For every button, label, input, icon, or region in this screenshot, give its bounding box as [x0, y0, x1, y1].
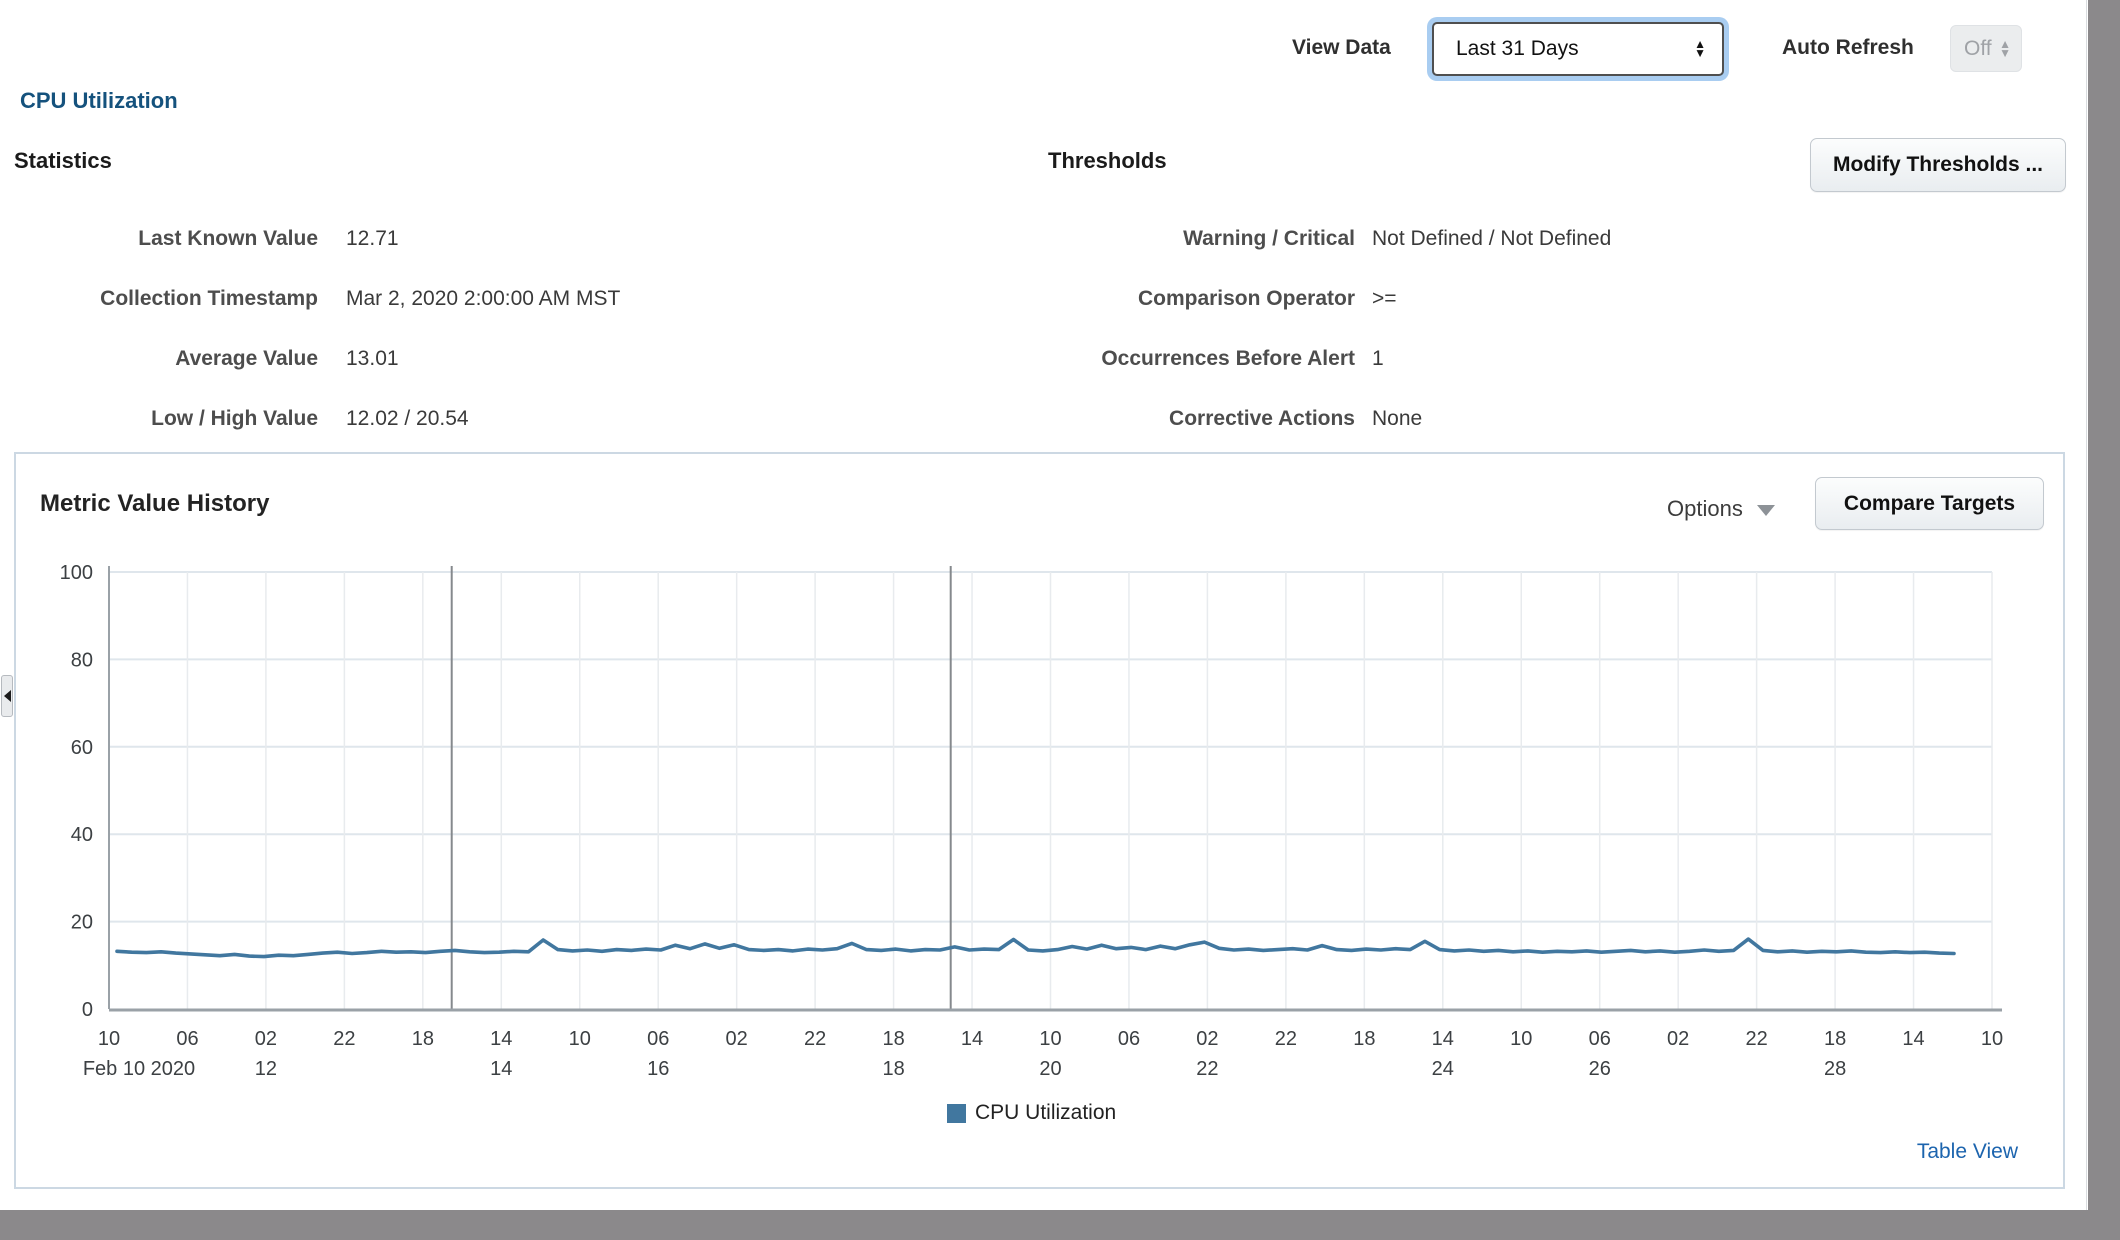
x-date-label: Feb 10 2020 [83, 1058, 195, 1080]
x-hour-label: 06 [1118, 1028, 1140, 1050]
stat-label: Last Known Value [138, 227, 318, 250]
stat-value: 12.02 / 20.54 [346, 407, 469, 430]
view-data-select-value: Last 31 Days [1456, 37, 1579, 60]
compare-targets-button[interactable]: Compare Targets [1815, 477, 2044, 530]
chevron-left-icon [3, 690, 11, 702]
threshold-row-occurrences: Occurrences Before Alert 1 [1048, 344, 1384, 374]
options-dropdown[interactable]: Options [1667, 496, 1775, 522]
stat-value: 13.01 [346, 347, 399, 370]
x-hour-label: 14 [1432, 1028, 1454, 1050]
x-hour-label: 22 [333, 1028, 355, 1050]
threshold-row-comparison-operator: Comparison Operator >= [1048, 284, 1397, 314]
legend-label: CPU Utilization [975, 1101, 1117, 1124]
y-tick-label: 20 [71, 912, 93, 934]
x-hour-label: 10 [98, 1028, 120, 1050]
stat-row-last-known-value: Last Known Value 12.71 [14, 224, 399, 254]
modify-thresholds-button[interactable]: Modify Thresholds ... [1810, 138, 2066, 192]
threshold-label: Occurrences Before Alert [1101, 347, 1355, 370]
metric-value-history-panel: Metric Value History Options Compare Tar… [14, 452, 2065, 1189]
x-hour-label: 02 [255, 1028, 277, 1050]
panel-title: Metric Value History [40, 490, 270, 517]
legend-swatch [947, 1103, 966, 1123]
metric-title-link[interactable]: CPU Utilization [20, 88, 178, 113]
stat-label: Collection Timestamp [100, 287, 318, 310]
x-hour-label: 10 [1981, 1028, 2003, 1050]
x-hour-label: 18 [1353, 1028, 1375, 1050]
stat-row-collection-timestamp: Collection Timestamp Mar 2, 2020 2:00:00… [14, 284, 620, 314]
threshold-label: Corrective Actions [1169, 407, 1355, 430]
x-date-label: 22 [1196, 1058, 1218, 1080]
table-view-link[interactable]: Table View [1916, 1140, 2018, 1163]
x-hour-label: 06 [1589, 1028, 1611, 1050]
x-hour-label: 10 [1510, 1028, 1532, 1050]
chevron-down-icon [1756, 505, 1775, 516]
x-date-label: 26 [1589, 1058, 1611, 1080]
splitter-collapse-handle[interactable] [1, 675, 13, 717]
scrollbar-track-edge [2086, 0, 2087, 1210]
select-arrows-icon: ▲ ▼ [1999, 36, 2011, 60]
chart-legend: CPU Utilization [947, 1101, 1116, 1125]
select-arrows-icon: ▲ ▼ [1694, 37, 1706, 60]
x-hour-label: 22 [1746, 1028, 1768, 1050]
auto-refresh-select-value: Off [1964, 36, 1992, 60]
view-data-select[interactable]: Last 31 Days ▲ ▼ [1432, 22, 1724, 76]
x-hour-label: 14 [961, 1028, 983, 1050]
y-tick-label: 60 [71, 737, 93, 759]
x-date-label: 14 [490, 1058, 512, 1080]
stat-row-low-high-value: Low / High Value 12.02 / 20.54 [14, 404, 469, 434]
x-hour-label: 10 [569, 1028, 591, 1050]
y-tick-label: 100 [60, 562, 93, 584]
x-hour-label: 18 [412, 1028, 434, 1050]
x-hour-label: 14 [490, 1028, 512, 1050]
x-hour-label: 22 [1275, 1028, 1297, 1050]
threshold-label: Comparison Operator [1137, 287, 1355, 310]
x-hour-label: 18 [1824, 1028, 1846, 1050]
x-hour-label: 18 [882, 1028, 904, 1050]
x-hour-label: 22 [804, 1028, 826, 1050]
bottom-bar [0, 1210, 2120, 1240]
series-line [115, 937, 1956, 959]
x-hour-label: 06 [647, 1028, 669, 1050]
threshold-row-warning-critical: Warning / Critical Not Defined / Not Def… [1048, 224, 1611, 254]
x-date-label: 12 [255, 1058, 277, 1080]
stat-value: Mar 2, 2020 2:00:00 AM MST [346, 287, 621, 310]
stat-label: Average Value [175, 347, 318, 370]
x-date-label: 20 [1039, 1058, 1061, 1080]
x-date-label: 18 [882, 1058, 904, 1080]
x-hour-label: 14 [1902, 1028, 1924, 1050]
x-date-label: 16 [647, 1058, 669, 1080]
x-hour-label: 10 [1039, 1028, 1061, 1050]
stat-row-average-value: Average Value 13.01 [14, 344, 399, 374]
auto-refresh-select[interactable]: Off ▲ ▼ [1950, 25, 2022, 72]
x-hour-label: 02 [1667, 1028, 1689, 1050]
x-date-label: 24 [1432, 1058, 1454, 1080]
threshold-value: None [1372, 407, 1423, 430]
y-tick-label: 40 [71, 824, 93, 846]
threshold-label: Warning / Critical [1183, 227, 1355, 250]
stat-label: Low / High Value [151, 407, 318, 430]
threshold-value: 1 [1372, 347, 1384, 370]
threshold-value: Not Defined / Not Defined [1372, 227, 1612, 250]
x-hour-label: 06 [176, 1028, 198, 1050]
y-tick-label: 80 [71, 649, 93, 671]
vertical-scrollbar[interactable] [2088, 0, 2120, 1210]
y-tick-label: 0 [82, 999, 93, 1021]
options-label: Options [1667, 496, 1743, 521]
stat-value: 12.71 [346, 227, 399, 250]
statistics-heading: Statistics [14, 148, 112, 173]
x-date-label: 28 [1824, 1058, 1846, 1080]
threshold-row-corrective-actions: Corrective Actions None [1048, 404, 1422, 434]
thresholds-heading: Thresholds [1048, 148, 1167, 173]
x-hour-label: 02 [1196, 1028, 1218, 1050]
threshold-value: >= [1372, 287, 1397, 310]
x-hour-label: 02 [726, 1028, 748, 1050]
auto-refresh-label: Auto Refresh [1782, 36, 1914, 59]
view-data-label: View Data [1292, 36, 1391, 59]
